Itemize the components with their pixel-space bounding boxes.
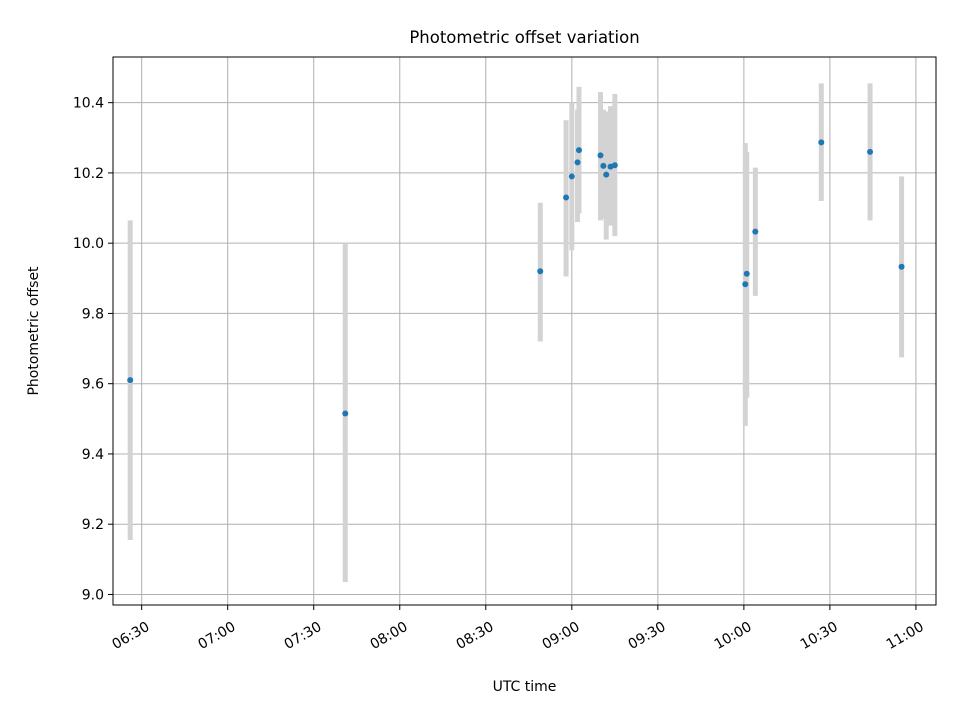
data-point (611, 162, 618, 169)
data-point (574, 159, 581, 166)
data-point (597, 152, 604, 159)
data-point (752, 228, 759, 235)
data-point (537, 268, 544, 275)
y-tick-label: 10.2 (73, 166, 104, 182)
data-point (743, 270, 750, 277)
y-tick-label: 9.2 (82, 517, 104, 533)
y-axis-label: Photometric offset (26, 266, 42, 396)
data-point (867, 148, 874, 155)
plot-frame (112, 56, 937, 606)
data-point (600, 162, 607, 169)
data-point (127, 377, 134, 384)
data-point (818, 139, 825, 146)
data-point (742, 281, 749, 288)
y-tick-label: 10.4 (73, 96, 104, 112)
data-point (898, 263, 905, 270)
chart-title: Photometric offset variation (409, 28, 639, 47)
y-tick-label: 9.0 (82, 587, 104, 603)
point-layer (127, 139, 905, 417)
data-point (568, 173, 575, 180)
data-point (603, 171, 610, 178)
y-tick-label: 9.6 (82, 377, 104, 393)
y-tick-label: 10.0 (73, 236, 104, 252)
y-tick-label: 9.4 (82, 447, 104, 463)
data-point (575, 147, 582, 154)
x-axis-label: UTC time (493, 679, 557, 695)
y-tick-label: 9.8 (82, 306, 104, 322)
data-point (563, 194, 570, 201)
data-point (342, 410, 349, 417)
